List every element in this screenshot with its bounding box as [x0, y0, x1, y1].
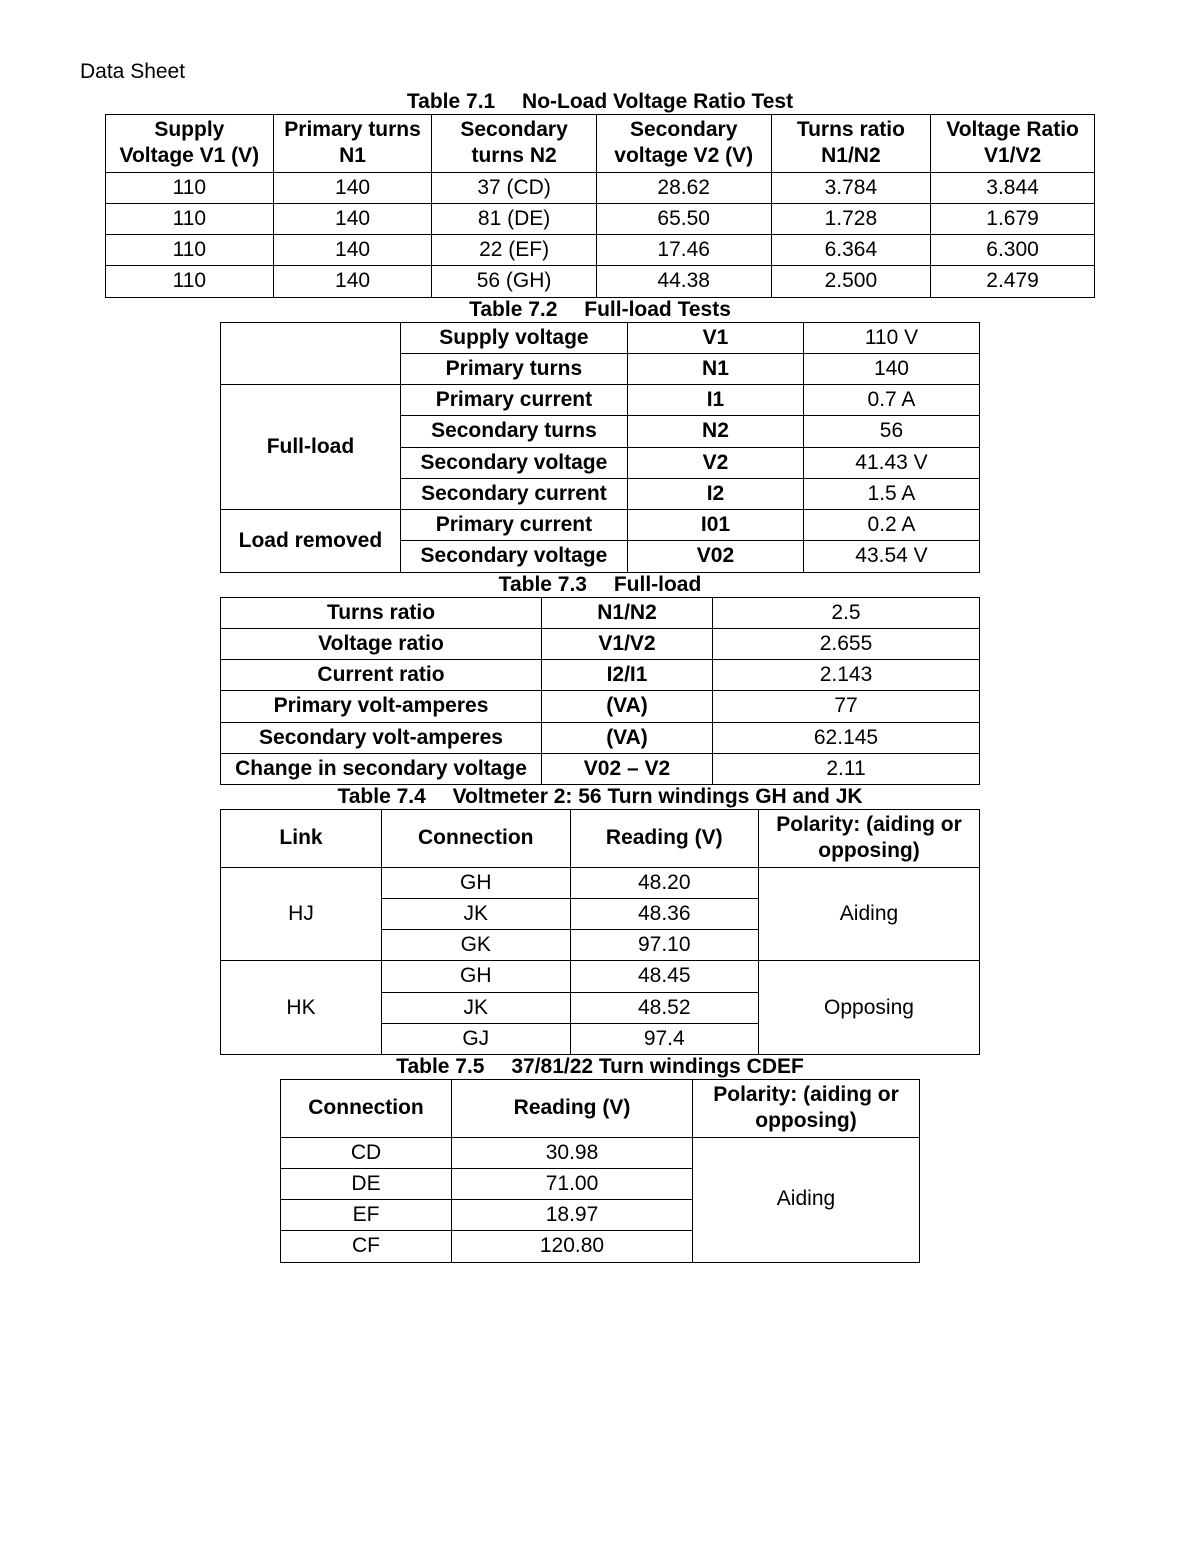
table71-h1: Primary turns N1	[273, 115, 432, 173]
table-row: Full-load Primary current I1 0.7 A	[221, 385, 980, 416]
table71-h5: Voltage Ratio V1/V2	[931, 115, 1095, 173]
table71-h2: Secondary turns N2	[432, 115, 596, 173]
table-row: 11014081 (DE)65.501.7281.679	[106, 203, 1095, 234]
table75-header-row: Connection Reading (V) Polarity: (aiding…	[281, 1080, 920, 1138]
table-row: 11014056 (GH)44.382.5002.479	[106, 266, 1095, 297]
table72-group-loadremoved: Load removed	[221, 510, 401, 573]
table75: Connection Reading (V) Polarity: (aiding…	[280, 1079, 920, 1263]
table-row: Secondary volt-amperes(VA)62.145	[221, 722, 980, 753]
table71-title: Table 7.1 No-Load Voltage Ratio Test	[80, 90, 1120, 114]
table71-h0: Supply Voltage V1 (V)	[106, 115, 274, 173]
table-row: Voltage ratioV1/V22.655	[221, 628, 980, 659]
table71-header-row: Supply Voltage V1 (V) Primary turns N1 S…	[106, 115, 1095, 173]
table-row: 11014022 (EF)17.466.3646.300	[106, 235, 1095, 266]
table73: Turns ratioN1/N22.5 Voltage ratioV1/V22.…	[220, 597, 980, 786]
table-row: Current ratioI2/I12.143	[221, 660, 980, 691]
table72-group-fullload: Full-load	[221, 385, 401, 510]
table-row: Supply voltage V1 110 V	[221, 322, 980, 353]
table74-title: Table 7.4 Voltmeter 2: 56 Turn windings …	[80, 785, 1120, 809]
page-title: Data Sheet	[80, 60, 1120, 84]
table74-header-row: Link Connection Reading (V) Polarity: (a…	[221, 810, 980, 868]
table-row: 11014037 (CD)28.623.7843.844	[106, 172, 1095, 203]
table73-title: Table 7.3 Full-load	[80, 573, 1120, 597]
table72-title: Table 7.2 Full-load Tests	[80, 298, 1120, 322]
table75-title: Table 7.5 37/81/22 Turn windings CDEF	[80, 1055, 1120, 1079]
table74: Link Connection Reading (V) Polarity: (a…	[220, 809, 980, 1055]
table-row: Primary volt-amperes(VA)77	[221, 691, 980, 722]
table71: Supply Voltage V1 (V) Primary turns N1 S…	[105, 114, 1095, 298]
table-row: HK GH 48.45 Opposing	[221, 961, 980, 992]
table71-h3: Secondary voltage V2 (V)	[596, 115, 771, 173]
table-row: Change in secondary voltageV02 – V22.11	[221, 753, 980, 784]
table-row: HJ GH 48.20 Aiding	[221, 867, 980, 898]
table-row: Load removed Primary current I01 0.2 A	[221, 510, 980, 541]
table-row: CD 30.98 Aiding	[281, 1137, 920, 1168]
table72: Supply voltage V1 110 V Primary turns N1…	[220, 322, 980, 573]
table-row: Turns ratioN1/N22.5	[221, 597, 980, 628]
table71-h4: Turns ratio N1/N2	[771, 115, 931, 173]
table-row: Primary turns N1 140	[221, 353, 980, 384]
